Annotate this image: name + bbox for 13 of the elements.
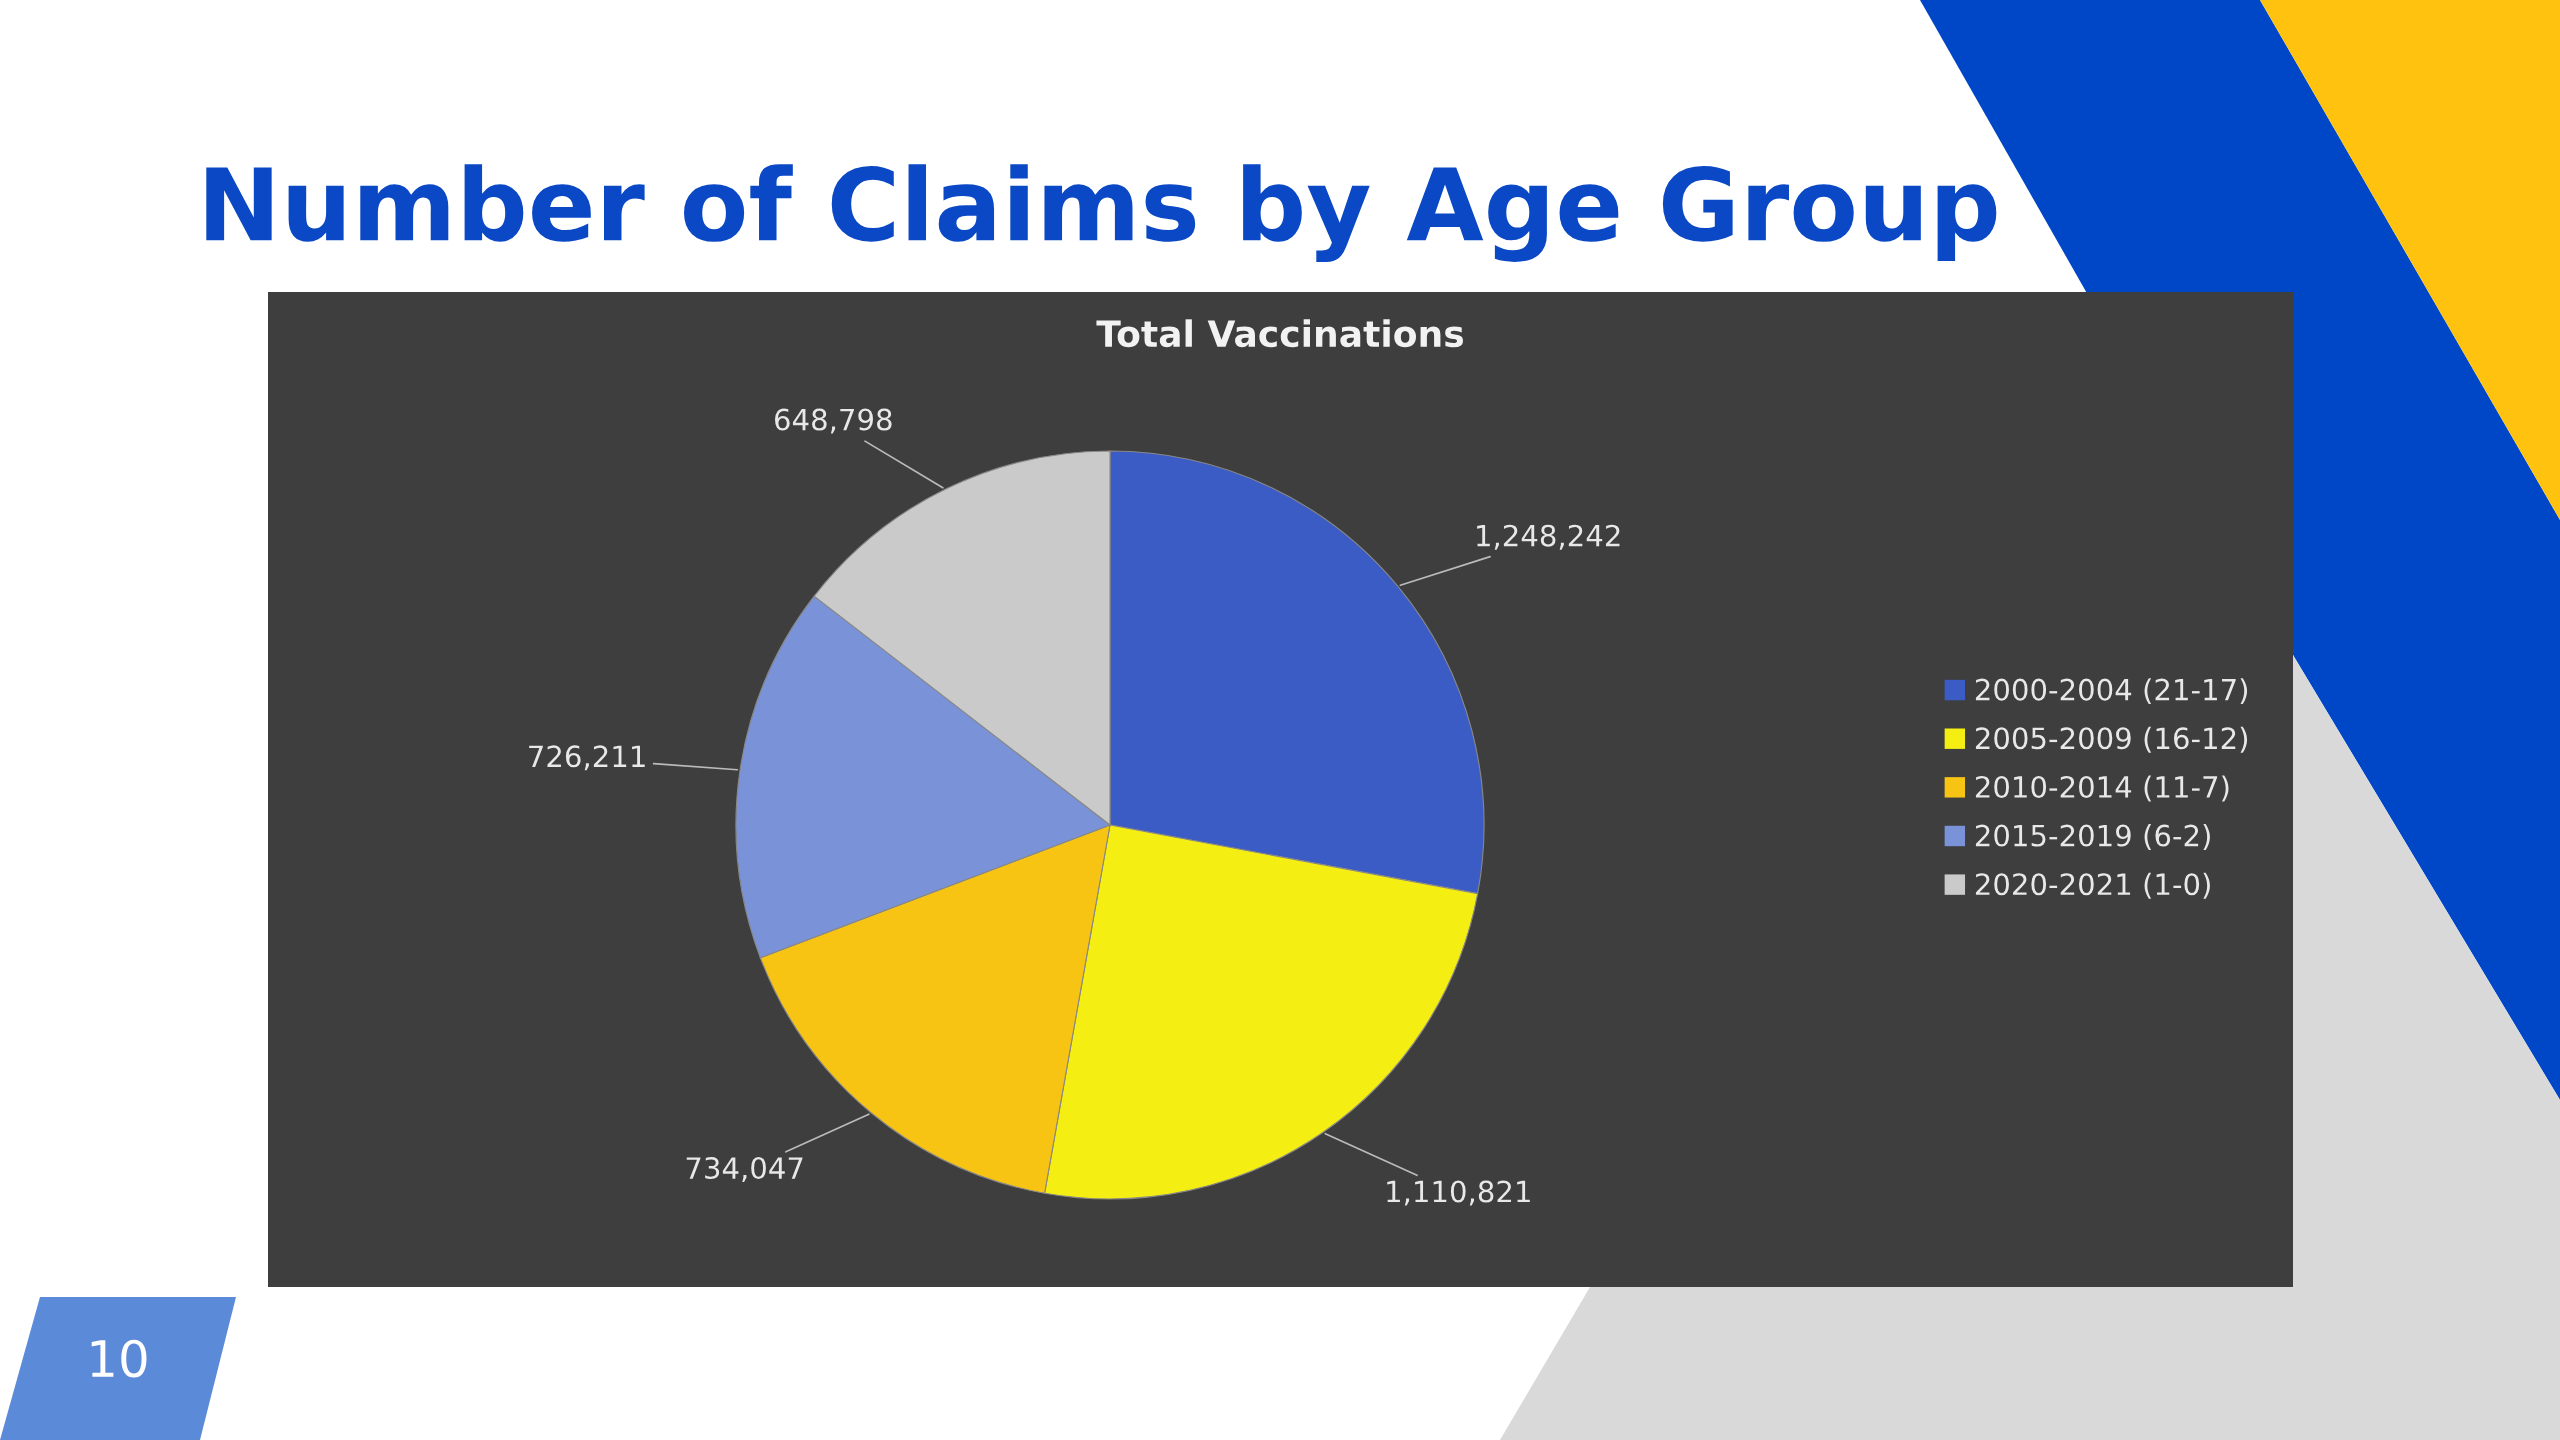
legend-label: 2015-2019 (6-2) — [1975, 824, 2210, 851]
data-label: 726,211 — [529, 745, 645, 771]
chart-title: Total Vaccinations — [1096, 319, 1464, 348]
chart-subtitle: Number of Claims by Age Group — [206, 164, 1997, 262]
legend-label: 2010-2014 (11-7) — [1975, 775, 2229, 802]
data-label: 648,798 — [775, 408, 892, 434]
legend-label: 2000-2004 (21-17) — [1975, 678, 2248, 705]
legend-label: 2020-2021 (1-0) — [1975, 872, 2210, 899]
data-label: 1,110,821 — [1387, 1180, 1530, 1206]
legend-label: 2005-2009 (16-12) — [1975, 726, 2248, 753]
data-label: 734,047 — [686, 1156, 803, 1183]
text: 10 — [91, 1339, 147, 1378]
data-label: 1,248,242 — [1477, 524, 1620, 550]
